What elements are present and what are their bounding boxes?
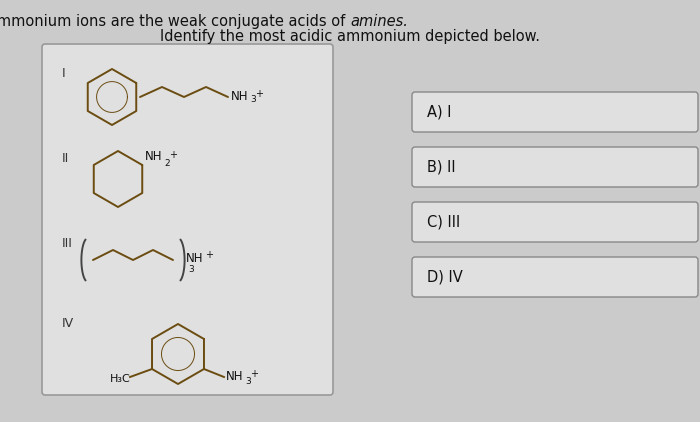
Text: +: +: [169, 150, 177, 160]
FancyBboxPatch shape: [42, 44, 333, 395]
Text: C) III: C) III: [427, 214, 461, 230]
Text: Identify the most acidic ammonium depicted below.: Identify the most acidic ammonium depict…: [160, 29, 540, 44]
Text: 3: 3: [250, 95, 255, 105]
Text: A) I: A) I: [427, 105, 452, 119]
Text: Organic ammonium ions are the weak conjugate acids of: Organic ammonium ions are the weak conju…: [0, 14, 350, 29]
Text: IV: IV: [62, 317, 74, 330]
Text: +: +: [255, 89, 263, 99]
Text: 2: 2: [164, 159, 170, 168]
Text: D) IV: D) IV: [427, 270, 463, 284]
Text: amines.: amines.: [350, 14, 408, 29]
FancyBboxPatch shape: [412, 92, 698, 132]
Text: III: III: [62, 237, 73, 250]
FancyBboxPatch shape: [412, 147, 698, 187]
Text: II: II: [62, 152, 69, 165]
Text: NH: NH: [231, 90, 248, 103]
Text: +: +: [205, 250, 213, 260]
FancyBboxPatch shape: [412, 257, 698, 297]
Text: H₃C: H₃C: [110, 374, 131, 384]
Text: NH: NH: [186, 252, 204, 265]
Text: I: I: [62, 67, 66, 80]
Text: 3: 3: [245, 378, 251, 387]
Text: NH: NH: [226, 371, 244, 384]
Text: NH: NH: [145, 150, 162, 163]
FancyBboxPatch shape: [412, 202, 698, 242]
Text: +: +: [250, 369, 258, 379]
Text: 3: 3: [188, 265, 194, 274]
Text: B) II: B) II: [427, 160, 456, 175]
